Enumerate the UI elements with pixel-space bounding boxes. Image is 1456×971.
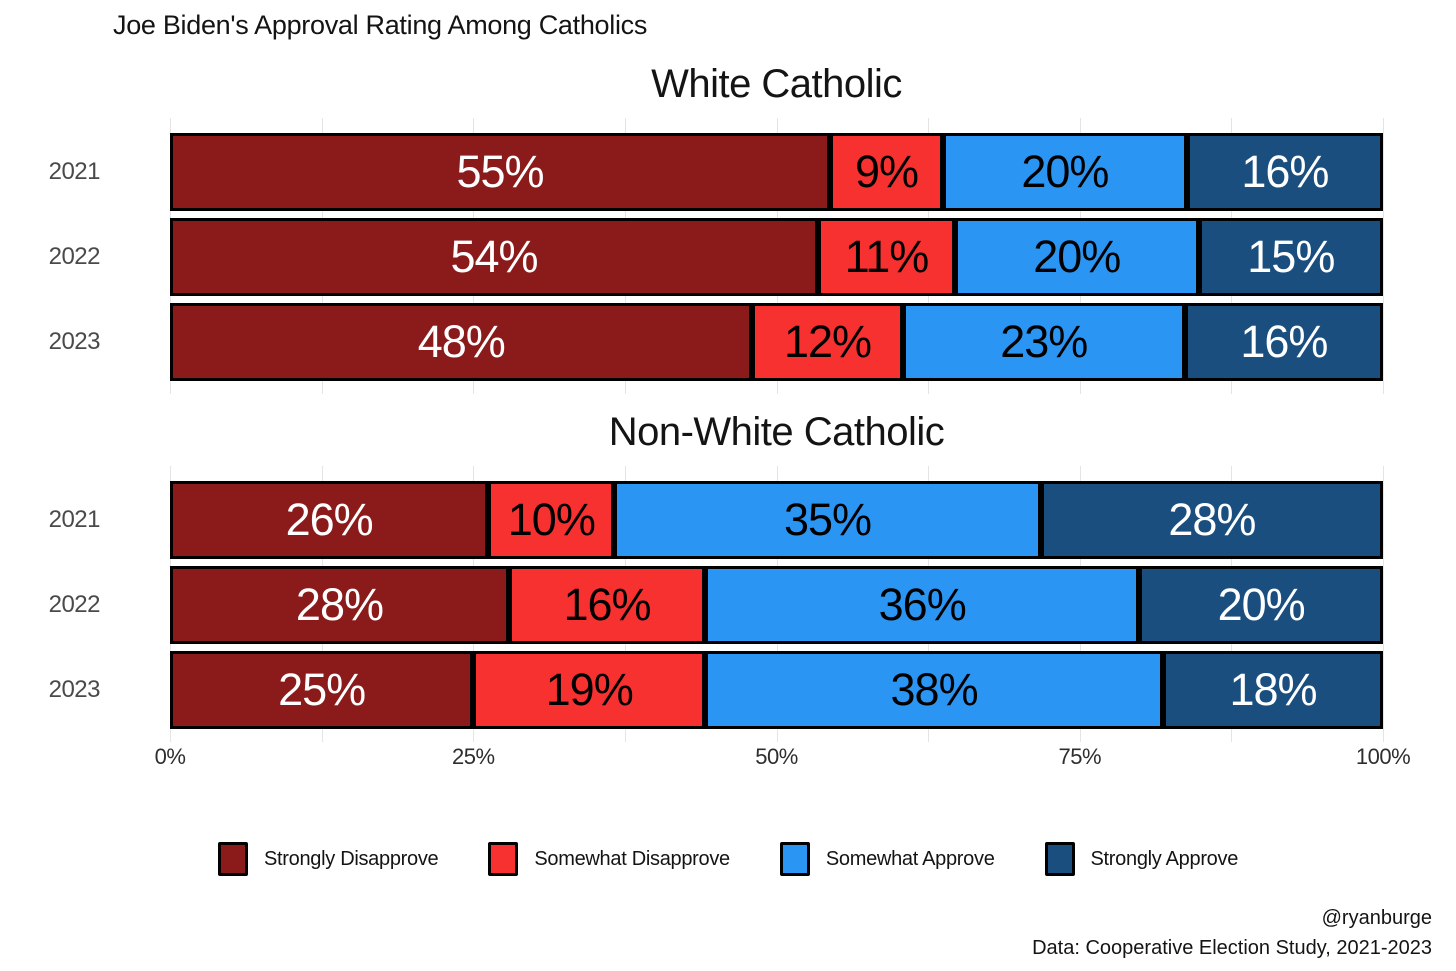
segment-value-label: 10% xyxy=(507,494,596,545)
bar-segment-strongly-disapprove: 55% xyxy=(170,133,830,211)
legend-item-strongly-approve: Strongly Approve xyxy=(1044,842,1239,876)
segment-value-label: 23% xyxy=(1000,316,1088,367)
segment-value-label: 20% xyxy=(1217,579,1306,630)
legend-label: Somewhat Approve xyxy=(825,847,995,870)
segment-value-label: 16% xyxy=(563,579,652,630)
bar-segment-somewhat-approve: 20% xyxy=(954,218,1199,296)
axis-tick-label-50%: 50% xyxy=(755,744,798,769)
axis-tick-label-75%: 75% xyxy=(1058,744,1102,769)
year-label: 2023 xyxy=(48,676,101,703)
axis-tick-label-100%: 100% xyxy=(1355,744,1411,769)
bar-segment-somewhat-approve: 38% xyxy=(705,651,1163,729)
legend-label: Somewhat Disapprove xyxy=(534,847,730,870)
legend-swatch-icon xyxy=(779,842,810,876)
year-label: 2021 xyxy=(48,506,101,533)
gridline-100pct xyxy=(1383,118,1384,394)
segment-value-label: 9% xyxy=(854,146,919,197)
gridline-100pct xyxy=(1383,466,1384,742)
chart-title: Joe Biden's Approval Rating Among Cathol… xyxy=(113,10,648,40)
bar-row-2022: 2022 28% 16% 36% 20% xyxy=(0,566,1456,644)
bar-row-2021: 2021 26% 10% 35% 28% xyxy=(0,481,1456,559)
bar-segment-strongly-approve: 18% xyxy=(1162,651,1383,729)
legend-swatch-icon xyxy=(488,842,519,876)
footer: @ryanburge Data: Cooperative Election St… xyxy=(1032,903,1432,963)
segment-value-label: 55% xyxy=(456,146,544,197)
bar-segment-strongly-disapprove: 28% xyxy=(170,566,509,644)
bar-segment-somewhat-disapprove: 12% xyxy=(752,303,903,381)
legend-item-somewhat-disapprove: Somewhat Disapprove xyxy=(488,842,730,876)
bar-segment-strongly-approve: 28% xyxy=(1040,481,1383,559)
axis-tick-label-25%: 25% xyxy=(451,744,495,769)
segment-value-label: 16% xyxy=(1241,146,1329,197)
segment-value-label: 15% xyxy=(1247,231,1335,282)
panel-white-catholic: 2021 55% 9% 20% 16% 2022 54% 11% 20% 15% 2023 48% 12… xyxy=(0,118,1456,394)
segment-value-label: 18% xyxy=(1229,664,1317,715)
bar-segment-strongly-approve: 20% xyxy=(1139,566,1383,644)
segment-value-label: 16% xyxy=(1240,316,1328,367)
bar-segment-somewhat-disapprove: 19% xyxy=(473,651,706,729)
legend-swatch-icon xyxy=(1044,842,1075,876)
year-label: 2023 xyxy=(48,328,101,355)
segment-value-label: 20% xyxy=(1021,146,1109,197)
bar-segment-somewhat-approve: 35% xyxy=(614,481,1041,559)
bar-track: 25% 19% 38% 18% xyxy=(170,651,1383,729)
legend-swatch-icon xyxy=(217,842,248,876)
bar-segment-strongly-approve: 15% xyxy=(1198,218,1383,296)
bar-row-2023: 2023 25% 19% 38% 18% xyxy=(0,651,1456,729)
bar-segment-somewhat-approve: 36% xyxy=(705,566,1140,644)
bar-segment-strongly-disapprove: 26% xyxy=(170,481,489,559)
year-label: 2022 xyxy=(48,591,101,618)
segment-value-label: 35% xyxy=(784,494,872,545)
panel-non-white-catholic: 2021 26% 10% 35% 28% 2022 28% 16% 36% 20% 2023 25% 1… xyxy=(0,466,1456,742)
section-title-non-white-catholic: Non-White Catholic xyxy=(608,410,945,454)
bar-segment-strongly-approve: 16% xyxy=(1186,133,1383,211)
segment-value-label: 48% xyxy=(417,316,506,367)
bar-row-2021: 2021 55% 9% 20% 16% xyxy=(0,133,1456,211)
section-title-white-catholic: White Catholic xyxy=(651,62,902,106)
bar-segment-somewhat-approve: 23% xyxy=(902,303,1185,381)
segment-value-label: 19% xyxy=(545,664,634,715)
axis-tick-label-0%: 0% xyxy=(154,744,186,769)
bar-row-2022: 2022 54% 11% 20% 15% xyxy=(0,218,1456,296)
segment-value-label: 28% xyxy=(295,579,384,630)
bar-track: 48% 12% 23% 16% xyxy=(170,303,1383,381)
legend-label: Strongly Disapprove xyxy=(263,847,439,870)
segment-value-label: 38% xyxy=(890,664,979,715)
year-label: 2021 xyxy=(48,158,101,185)
segment-value-label: 54% xyxy=(450,231,538,282)
bar-track: 28% 16% 36% 20% xyxy=(170,566,1383,644)
bar-segment-strongly-disapprove: 54% xyxy=(170,218,819,296)
bar-segment-somewhat-disapprove: 9% xyxy=(829,133,943,211)
segment-value-label: 26% xyxy=(285,494,374,545)
bar-segment-strongly-disapprove: 48% xyxy=(170,303,753,381)
year-label: 2022 xyxy=(48,243,101,270)
bar-track: 26% 10% 35% 28% xyxy=(170,481,1383,559)
bar-segment-somewhat-disapprove: 11% xyxy=(818,218,955,296)
bar-track: 55% 9% 20% 16% xyxy=(170,133,1383,211)
segment-value-label: 20% xyxy=(1033,231,1121,282)
legend-item-somewhat-approve: Somewhat Approve xyxy=(779,842,995,876)
x-axis: 0% 25% 50% 75% 100% xyxy=(155,744,1411,774)
bar-segment-strongly-approve: 16% xyxy=(1184,303,1383,381)
watermark-handle: @ryanburge xyxy=(1321,907,1432,929)
bar-segment-strongly-disapprove: 25% xyxy=(170,651,474,729)
segment-value-label: 28% xyxy=(1168,494,1256,545)
legend-label: Strongly Approve xyxy=(1090,847,1239,870)
bar-segment-somewhat-disapprove: 16% xyxy=(508,566,706,644)
segment-value-label: 11% xyxy=(844,231,930,282)
bar-segment-somewhat-approve: 20% xyxy=(942,133,1187,211)
segment-value-label: 25% xyxy=(278,664,366,715)
bar-track: 54% 11% 20% 15% xyxy=(170,218,1383,296)
source-note: Data: Cooperative Election Study, 2021-2… xyxy=(1032,937,1432,959)
bar-row-2023: 2023 48% 12% 23% 16% xyxy=(0,303,1456,381)
segment-value-label: 36% xyxy=(878,579,967,630)
legend-item-strongly-disapprove: Strongly Disapprove xyxy=(217,842,439,876)
legend: Strongly Disapprove Somewhat Disapprove So… xyxy=(0,842,1456,876)
segment-value-label: 12% xyxy=(784,316,872,367)
bar-segment-somewhat-disapprove: 10% xyxy=(488,481,615,559)
